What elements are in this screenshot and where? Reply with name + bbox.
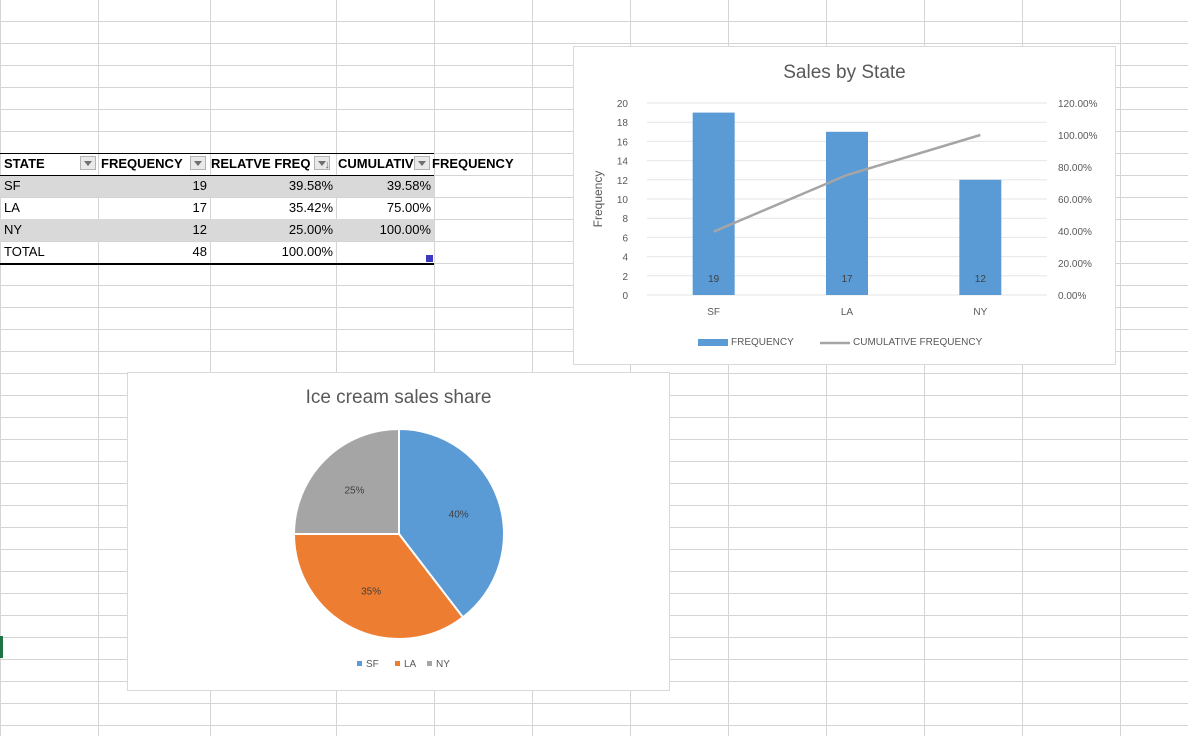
filter-dropdown-frequency[interactable] [190, 156, 206, 170]
legend-swatch-frequency [698, 339, 728, 346]
legend-label-frequency: FREQUENCY [731, 337, 794, 348]
filter-dropdown-state[interactable] [80, 156, 96, 170]
y2-tick-label: 60.00% [1058, 195, 1092, 206]
pie-slice-ny[interactable] [292, 427, 400, 535]
total-cumulative[interactable] [336, 241, 434, 263]
header-cumulative: CUMULATIV [338, 156, 414, 171]
pie-legend-swatch [395, 661, 400, 666]
bar-la[interactable] [826, 131, 868, 295]
bar-chart-svg: 0 2 4 6 8 10 12 14 16 18 20 0.00% 20.00% 40.00% 60.00%… [591, 99, 1098, 348]
bottom-rule [0, 263, 434, 265]
pie-legend-swatch [427, 661, 432, 666]
y-tick-label: 2 [622, 272, 628, 283]
cell-relative-freq[interactable]: 25.00% [288, 222, 333, 237]
sales-by-state-chart[interactable]: Sales by State 0 2 4 6 8 10 12 14 16 18 20 0.00% 20.… [573, 46, 1116, 365]
row-selection-marker [0, 636, 3, 658]
filter-dropdown-relative-freq[interactable] [314, 154, 330, 176]
cell-state[interactable]: SF [4, 178, 21, 193]
cell-state[interactable]: LA [4, 200, 20, 215]
y-tick-label: 6 [622, 233, 628, 244]
pie-legend-label: NY [436, 659, 450, 670]
table-row: LA 17 35.42% 75.00% [0, 197, 434, 219]
y2-tick-label: 120.00% [1058, 99, 1098, 110]
filter-dropdown-cumulative[interactable] [414, 156, 430, 170]
header-frequency: FREQUENCY [101, 156, 183, 171]
y-tick-label: 12 [617, 176, 629, 187]
pie-data-label: 25% [344, 485, 364, 496]
pie-data-label: 35% [361, 587, 381, 598]
y-tick-label: 8 [622, 214, 628, 225]
y2-tick-label: 20.00% [1058, 259, 1092, 270]
y-tick-label: 14 [617, 157, 629, 168]
y-tick-label: 18 [617, 118, 629, 129]
pie-chart-title: Ice cream sales share [305, 387, 492, 408]
cell-frequency[interactable]: 17 [192, 200, 207, 215]
x-tick-label: LA [841, 307, 854, 318]
cell-cumulative[interactable]: 75.00% [386, 200, 431, 215]
bar-data-label: 17 [841, 274, 853, 285]
y2-tick-label: 100.00% [1058, 131, 1098, 142]
cell-state[interactable]: NY [4, 222, 23, 237]
pie-slice-sf[interactable] [398, 427, 505, 619]
table-total-row: TOTAL 48 100.00% [0, 241, 434, 263]
cell-cumulative[interactable]: 39.58% [386, 178, 431, 193]
table-row: NY 12 25.00% 100.00% [0, 219, 434, 241]
y-tick-label: 10 [617, 195, 629, 206]
legend-label-cumulative: CUMULATIVE FREQUENCY [853, 337, 983, 348]
ice-cream-share-chart[interactable]: Ice cream sales share 40% 35% 25% SF LA NY [127, 372, 670, 691]
y-tick-label: 0 [622, 291, 628, 302]
pie-data-label: 40% [449, 510, 469, 521]
pie-legend-label: LA [404, 659, 417, 670]
header-state: STATE [4, 156, 45, 171]
header-relative-freq: RELATVE FREQ [211, 156, 311, 171]
chart-title: Sales by State [783, 62, 906, 83]
x-tick-label: NY [973, 307, 987, 318]
cell-relative-freq[interactable]: 35.42% [288, 200, 333, 215]
pie-slice-la[interactable] [292, 533, 465, 640]
pie-chart-svg: 40% 35% 25% SF LA NY [292, 427, 505, 670]
top-rule [0, 153, 434, 154]
total-frequency[interactable]: 48 [192, 244, 207, 259]
cell-frequency[interactable]: 12 [192, 222, 207, 237]
bar-sf[interactable] [692, 112, 735, 295]
y-tick-label: 20 [617, 99, 629, 110]
y2-tick-label: 0.00% [1058, 291, 1086, 302]
x-tick-label: SF [707, 307, 720, 318]
cell-relative-freq[interactable]: 39.58% [288, 178, 333, 193]
total-relative-freq[interactable]: 100.00% [281, 244, 333, 259]
cumulative-frequency-line[interactable] [713, 133, 981, 233]
table-resize-handle[interactable] [426, 255, 433, 262]
table-row: SF 19 39.58% 39.58% [0, 175, 434, 197]
total-label[interactable]: TOTAL [4, 244, 45, 259]
bar-data-label: 19 [708, 274, 720, 285]
table-header-row: STATE FREQUENCY RELATVE FREQ CUMULATIV F… [0, 153, 514, 176]
pie-legend-label: SF [366, 659, 379, 670]
pie-legend-swatch [357, 661, 362, 666]
header-frequency-2: FREQUENCY [432, 156, 514, 171]
y-tick-label: 16 [617, 137, 629, 148]
bar-ny[interactable] [959, 179, 1002, 295]
y2-tick-label: 40.00% [1058, 227, 1092, 238]
cell-frequency[interactable]: 19 [192, 178, 207, 193]
cell-cumulative[interactable]: 100.00% [379, 222, 431, 237]
header-rule [0, 175, 434, 176]
bar-data-label: 12 [975, 274, 987, 285]
y-tick-label: 4 [622, 253, 628, 264]
y2-tick-label: 80.00% [1058, 163, 1092, 174]
y-axis-label: Frequency [591, 171, 605, 228]
